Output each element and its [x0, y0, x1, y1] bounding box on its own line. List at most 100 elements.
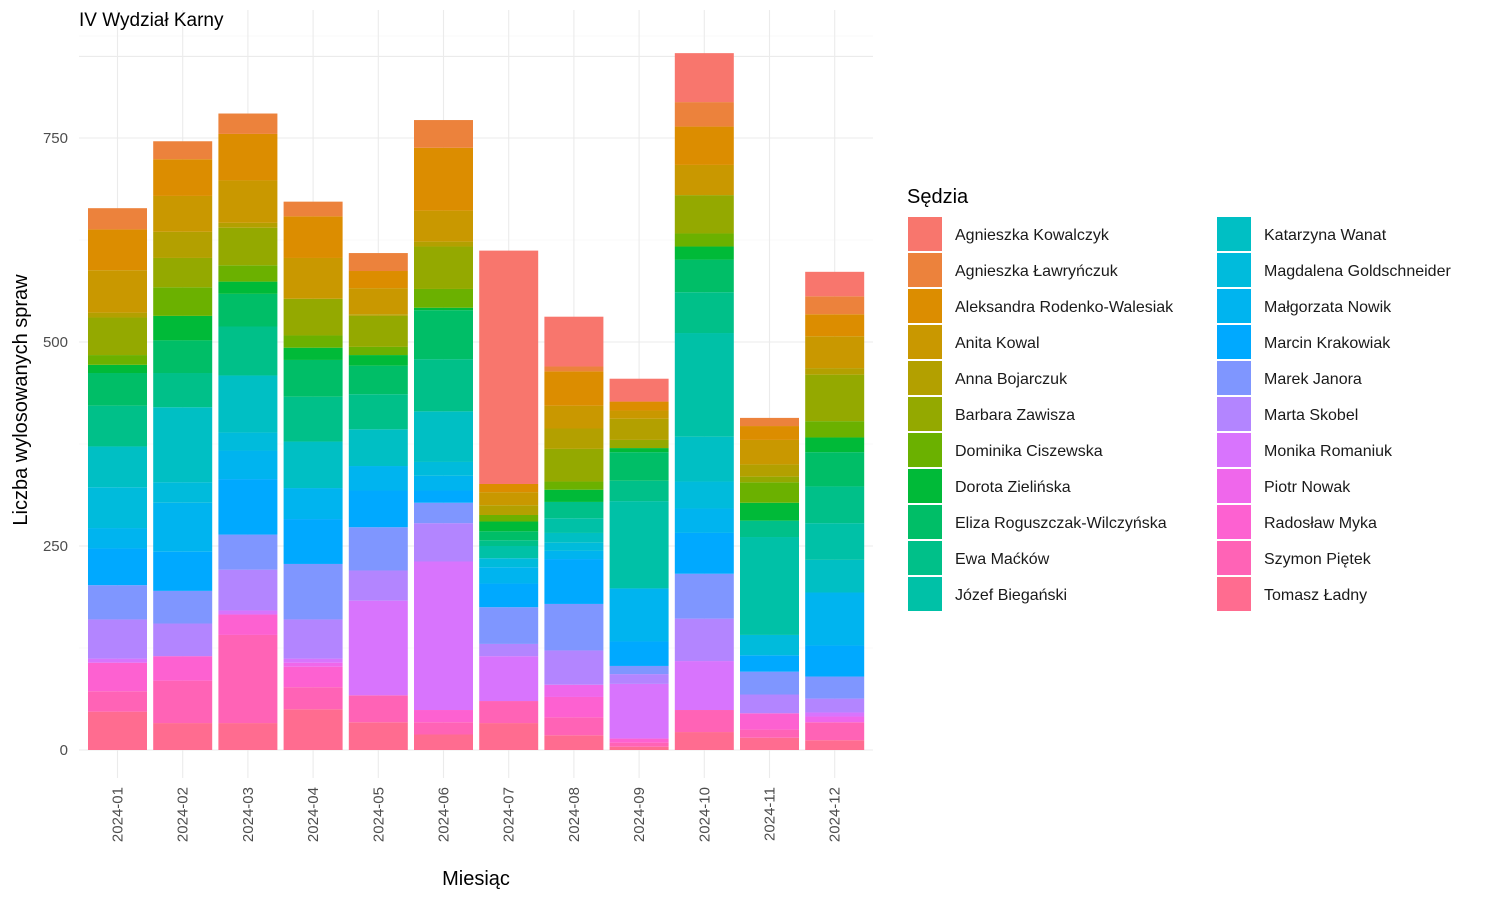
bar-segment [218, 281, 278, 294]
bar-segment [88, 711, 147, 750]
x-tick-label: 2024-04 [305, 787, 322, 842]
bar-segment [544, 489, 604, 502]
bar-segment [414, 734, 473, 750]
bar-segment [740, 713, 799, 730]
legend-key [1217, 253, 1251, 287]
legend: Sędzia Agnieszka Kowalczyk Agnieszka Ławr… [907, 186, 1451, 611]
bar-segment [153, 141, 213, 160]
bar-segment [479, 607, 539, 644]
bar-segment [740, 694, 799, 714]
legend-item: Marcin Krakowiak [1217, 325, 1391, 359]
bar-segment [218, 614, 278, 635]
y-tick-label: 500 [43, 334, 68, 351]
bar-segment [283, 347, 343, 360]
bar-segment [348, 394, 408, 430]
bar-segment [674, 102, 734, 127]
legend-key [908, 469, 942, 503]
bar-segment [283, 441, 343, 489]
bar-segment [283, 666, 343, 688]
legend-label: Agnieszka Kowalczyk [955, 227, 1110, 244]
bar-segment [609, 439, 669, 449]
bar-segment [88, 312, 147, 318]
bar-segment [544, 405, 604, 429]
bar-segment [479, 558, 539, 568]
bar-segment [674, 292, 734, 334]
bar-segment [740, 417, 799, 427]
bar-segment [218, 432, 278, 451]
bar-segment [153, 407, 213, 483]
bar-segment [479, 701, 539, 724]
bar-segment [88, 364, 147, 374]
legend-key [1217, 433, 1251, 467]
y-axis-ticks: 0 250 500 750 [43, 130, 68, 759]
bar-segment [218, 133, 278, 181]
bar-segment [283, 563, 343, 620]
bar-segment [479, 505, 539, 515]
bar-segment [153, 551, 213, 591]
bar-segment [414, 241, 473, 247]
bar-segment [544, 316, 604, 367]
bar-segment [740, 729, 799, 738]
bar-segment [544, 448, 604, 482]
bar-segment [740, 737, 799, 750]
bar-segment [218, 180, 278, 223]
bar-segment [414, 502, 473, 524]
legend-key [1217, 217, 1251, 251]
legend-item: Józef Biegański [908, 577, 1067, 611]
bar-segment [283, 335, 343, 348]
bar-segment [153, 287, 213, 316]
bar-segment [609, 480, 669, 502]
legend-key [1217, 505, 1251, 539]
bar-segment [153, 257, 213, 288]
bar-segment [805, 296, 865, 315]
bar-segment [88, 270, 147, 313]
x-axis-ticks: 2024-01 2024-02 2024-03 2024-04 2024-05 2024-… [110, 787, 844, 842]
bar-segment [88, 208, 147, 230]
bar-segment [348, 288, 408, 315]
bar-segment [153, 656, 213, 681]
legend-key [908, 541, 942, 575]
bar-segment [805, 271, 865, 297]
x-tick-label: 2024-07 [501, 787, 518, 842]
bar-segment [153, 502, 213, 552]
bar-segment [218, 479, 278, 535]
bar-segment [674, 126, 734, 165]
bar-segment [740, 537, 799, 635]
bar-segment [805, 374, 865, 422]
bar-segment [414, 461, 473, 476]
bar-segment [544, 428, 604, 449]
bar-segment [740, 482, 799, 503]
bar-segment [153, 680, 213, 724]
bar-segment [414, 310, 473, 360]
bar-segment [674, 532, 734, 574]
legend-label: Tomasz Ładny [1264, 587, 1367, 604]
bar-segment [609, 501, 669, 589]
legend-item: Barbara Zawisza [908, 397, 1075, 431]
bar-segment [218, 222, 278, 228]
bar-segment [283, 257, 343, 299]
bar-segment [609, 378, 669, 402]
x-tick-label: 2024-12 [827, 787, 844, 842]
bar-segment [609, 665, 669, 675]
bar-segment [805, 592, 865, 646]
bar-segment [414, 475, 473, 491]
bar-segment [348, 271, 408, 289]
legend-key [1217, 469, 1251, 503]
bar-segment [283, 658, 343, 663]
legend-key [908, 397, 942, 431]
legend-key [908, 325, 942, 359]
legend-key [1217, 325, 1251, 359]
bar-segment [88, 548, 147, 586]
bar-segment [414, 288, 473, 308]
bar-segment [609, 641, 669, 666]
legend-item: Tomasz Ładny [1217, 577, 1367, 611]
legend-label: Małgorzata Nowik [1264, 299, 1392, 316]
bar-segment [674, 732, 734, 750]
bar-segment [88, 658, 147, 663]
bar-segment [348, 722, 408, 750]
legend-key [908, 505, 942, 539]
bar-segment [805, 421, 865, 438]
bar-segment [479, 567, 539, 584]
legend-label: Marek Janora [1264, 371, 1362, 388]
y-tick-label: 250 [43, 538, 68, 555]
